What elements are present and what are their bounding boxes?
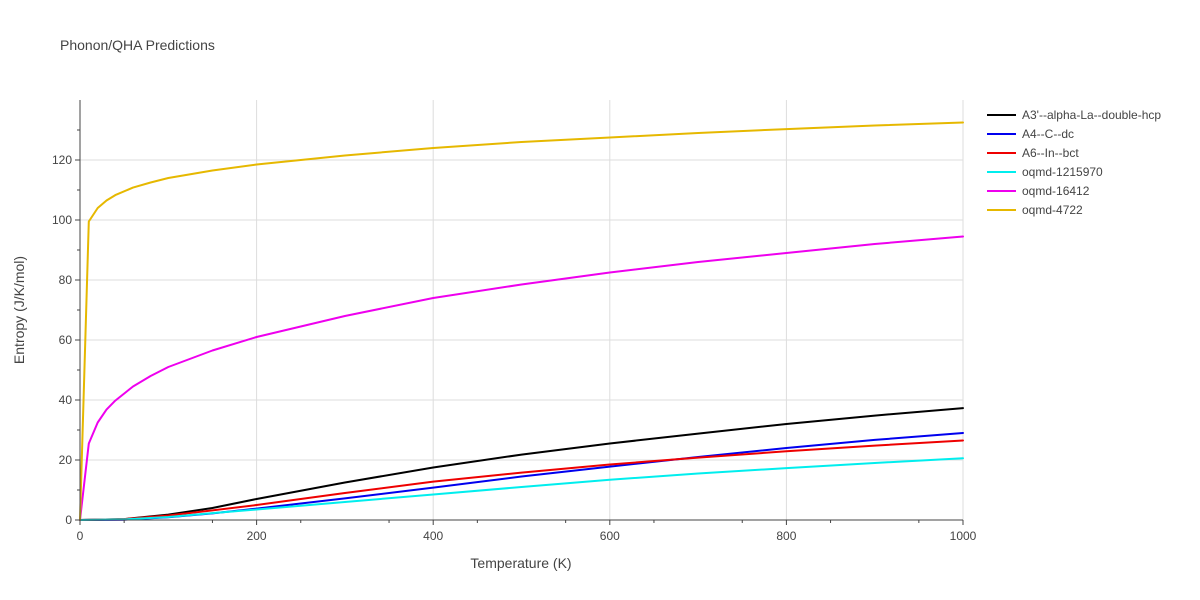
legend-item[interactable]: oqmd-4722 — [987, 203, 1083, 217]
y-tick-label: 0 — [65, 513, 72, 527]
x-axis-label: Temperature (K) — [470, 555, 571, 571]
x-tick-label: 600 — [600, 529, 620, 543]
legend-label: oqmd-1215970 — [1022, 165, 1103, 179]
series-line-oqmd-4722[interactable] — [79, 121, 964, 521]
x-tick-label: 1000 — [950, 529, 977, 543]
legend-item[interactable]: A3'--alpha-La--double-hcp — [987, 108, 1161, 122]
series-lines — [79, 121, 964, 521]
legend[interactable]: A3'--alpha-La--double-hcp A4--C--dc A6--In… — [987, 108, 1161, 217]
y-tick-label: 120 — [52, 153, 72, 167]
axes — [79, 100, 963, 521]
legend-label: oqmd-4722 — [1022, 203, 1083, 217]
series-line-a4-c-dc[interactable] — [79, 432, 964, 521]
y-axis-ticks: 0 20 40 60 80 100 120 — [52, 129, 80, 527]
y-axis-label: Entropy (J/K/mol) — [11, 256, 27, 364]
legend-label: oqmd-16412 — [1022, 184, 1090, 198]
series-line-oqmd-1215970[interactable] — [79, 457, 964, 521]
series-line-oqmd-16412[interactable] — [79, 235, 964, 521]
y-tick-label: 40 — [59, 393, 73, 407]
x-tick-label: 400 — [423, 529, 443, 543]
legend-item[interactable]: oqmd-1215970 — [987, 165, 1103, 179]
legend-label: A3'--alpha-La--double-hcp — [1022, 108, 1161, 122]
x-tick-label: 0 — [77, 529, 84, 543]
legend-label: A6--In--bct — [1022, 146, 1079, 160]
y-tick-label: 20 — [59, 453, 73, 467]
y-tick-label: 100 — [52, 213, 72, 227]
series-line-a3-alpha-la-double-hcp[interactable] — [79, 407, 964, 521]
legend-label: A4--C--dc — [1022, 127, 1074, 141]
chart-title: Phonon/QHA Predictions — [60, 37, 215, 53]
y-tick-label: 60 — [59, 333, 73, 347]
legend-item[interactable]: oqmd-16412 — [987, 184, 1090, 198]
legend-item[interactable]: A6--In--bct — [987, 146, 1079, 160]
y-tick-label: 80 — [59, 273, 73, 287]
legend-item[interactable]: A4--C--dc — [987, 127, 1074, 141]
series-line-a6-in-bct[interactable] — [79, 439, 964, 521]
x-tick-label: 800 — [776, 529, 796, 543]
x-axis-ticks: 0 200 400 600 800 1000 — [77, 520, 977, 543]
grid — [80, 100, 964, 520]
x-tick-label: 200 — [247, 529, 267, 543]
